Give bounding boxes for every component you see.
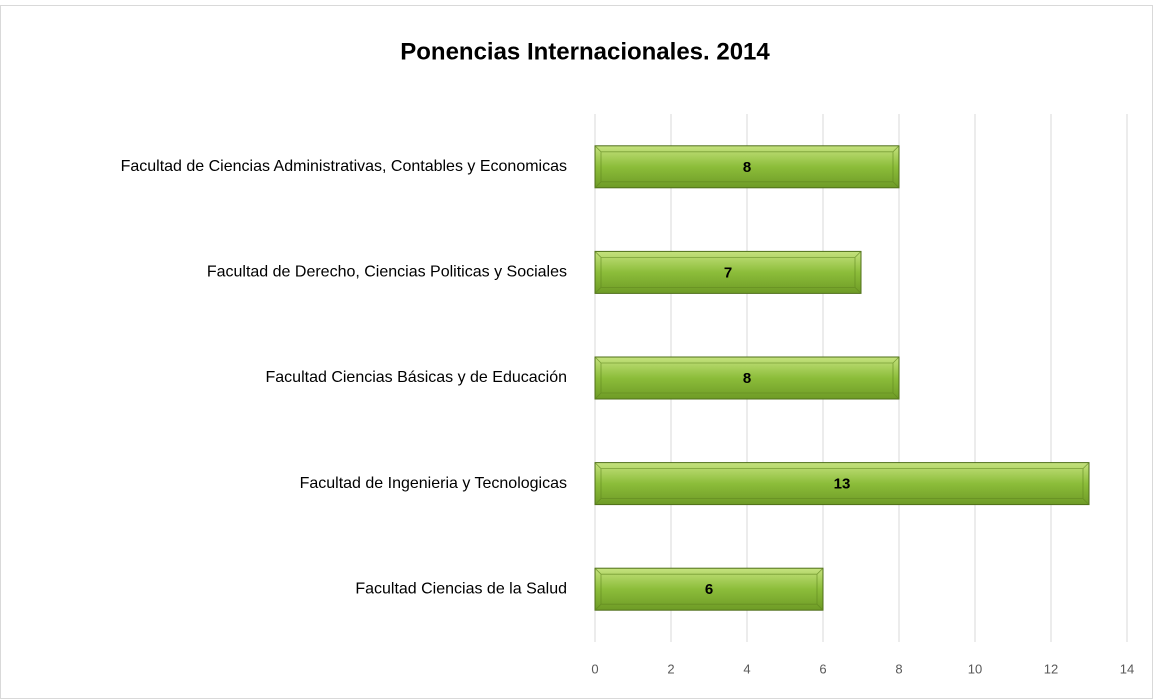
bar: [594, 250, 862, 294]
y-tick-label: Facultad Ciencias Básicas y de Educación: [266, 369, 568, 386]
bar: [594, 145, 900, 189]
data-label: 13: [834, 476, 851, 493]
x-tick-label: 8: [895, 661, 902, 676]
y-tick-label: Facultad de Ingenieria y Tecnologicas: [300, 475, 567, 492]
bar-bevel: [594, 251, 862, 294]
bar: [594, 567, 824, 611]
bar: [594, 356, 900, 400]
x-tick-label: 4: [743, 661, 750, 676]
bar-bevel: [594, 356, 900, 400]
chart-border: [0, 5, 1153, 699]
bar-bevel: [594, 462, 1090, 505]
x-tick-label: 14: [1120, 661, 1134, 676]
x-tick-label: 0: [591, 661, 598, 676]
data-label: 8: [743, 159, 751, 176]
y-tick-label: Facultad Ciencias de la Salud: [355, 580, 567, 597]
data-label: 6: [705, 581, 713, 598]
x-tick-label: 2: [667, 661, 674, 676]
x-tick-label: 6: [819, 661, 826, 676]
x-tick-label: 10: [968, 661, 982, 676]
y-tick-label: Facultad de Ciencias Administrativas, Co…: [121, 158, 567, 175]
bar-bevel: [594, 567, 824, 611]
data-label: 7: [724, 264, 732, 281]
bar: [594, 462, 1090, 506]
x-tick-label: 12: [1044, 661, 1058, 676]
bar-bevel: [594, 145, 900, 189]
data-label: 8: [743, 370, 751, 387]
y-tick-label: Facultad de Derecho, Ciencias Politicas …: [207, 264, 567, 281]
chart-title: Ponencias Internacionales. 2014: [400, 38, 770, 65]
